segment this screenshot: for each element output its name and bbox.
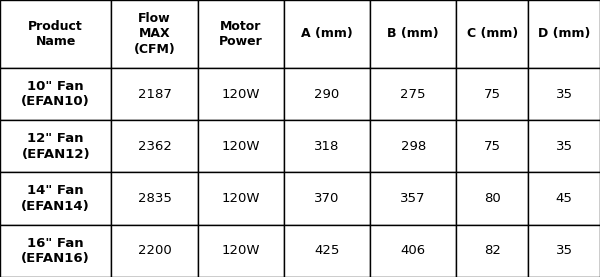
Bar — [284, 68, 370, 120]
Bar — [0, 172, 112, 225]
Bar — [112, 225, 197, 277]
Bar — [197, 0, 284, 68]
Text: 35: 35 — [556, 140, 572, 153]
Bar — [456, 68, 528, 120]
Bar — [197, 68, 284, 120]
Bar — [284, 120, 370, 172]
Text: 406: 406 — [401, 244, 426, 257]
Text: 16" Fan
(EFAN16): 16" Fan (EFAN16) — [22, 237, 90, 265]
Bar — [370, 68, 456, 120]
Text: Motor
Power: Motor Power — [219, 20, 263, 48]
Bar — [197, 172, 284, 225]
Text: 14" Fan
(EFAN14): 14" Fan (EFAN14) — [22, 184, 90, 213]
Text: A (mm): A (mm) — [301, 27, 353, 40]
Bar — [197, 225, 284, 277]
Bar — [528, 68, 600, 120]
Bar — [0, 0, 112, 68]
Text: 12" Fan
(EFAN12): 12" Fan (EFAN12) — [22, 132, 90, 161]
Text: 120W: 120W — [221, 244, 260, 257]
Text: 120W: 120W — [221, 88, 260, 101]
Text: 2200: 2200 — [137, 244, 172, 257]
Bar — [112, 0, 197, 68]
Text: 120W: 120W — [221, 140, 260, 153]
Bar — [112, 68, 197, 120]
Text: 120W: 120W — [221, 192, 260, 205]
Text: 425: 425 — [314, 244, 340, 257]
Text: 75: 75 — [484, 140, 501, 153]
Text: 75: 75 — [484, 88, 501, 101]
Bar — [284, 0, 370, 68]
Text: D (mm): D (mm) — [538, 27, 590, 40]
Bar — [370, 120, 456, 172]
Bar — [528, 172, 600, 225]
Text: 45: 45 — [556, 192, 572, 205]
Text: 80: 80 — [484, 192, 500, 205]
Bar — [284, 225, 370, 277]
Text: 318: 318 — [314, 140, 340, 153]
Bar — [456, 225, 528, 277]
Text: 290: 290 — [314, 88, 340, 101]
Bar — [528, 0, 600, 68]
Text: Product
Name: Product Name — [28, 20, 83, 48]
Bar — [370, 0, 456, 68]
Text: B (mm): B (mm) — [388, 27, 439, 40]
Text: C (mm): C (mm) — [467, 27, 518, 40]
Bar — [0, 68, 112, 120]
Text: 35: 35 — [556, 88, 572, 101]
Text: 10" Fan
(EFAN10): 10" Fan (EFAN10) — [22, 80, 90, 108]
Bar — [0, 225, 112, 277]
Bar — [528, 225, 600, 277]
Bar — [456, 172, 528, 225]
Bar — [370, 225, 456, 277]
Text: 2835: 2835 — [137, 192, 172, 205]
Text: 357: 357 — [400, 192, 426, 205]
Text: 298: 298 — [401, 140, 426, 153]
Bar — [197, 120, 284, 172]
Bar — [0, 120, 112, 172]
Bar — [284, 172, 370, 225]
Text: 2362: 2362 — [137, 140, 172, 153]
Text: Flow
MAX
(CFM): Flow MAX (CFM) — [134, 12, 175, 56]
Bar — [112, 172, 197, 225]
Bar — [370, 172, 456, 225]
Text: 2187: 2187 — [137, 88, 172, 101]
Text: 82: 82 — [484, 244, 500, 257]
Bar — [456, 120, 528, 172]
Bar — [456, 0, 528, 68]
Bar — [528, 120, 600, 172]
Text: 370: 370 — [314, 192, 340, 205]
Text: 275: 275 — [400, 88, 426, 101]
Bar — [112, 120, 197, 172]
Text: 35: 35 — [556, 244, 572, 257]
